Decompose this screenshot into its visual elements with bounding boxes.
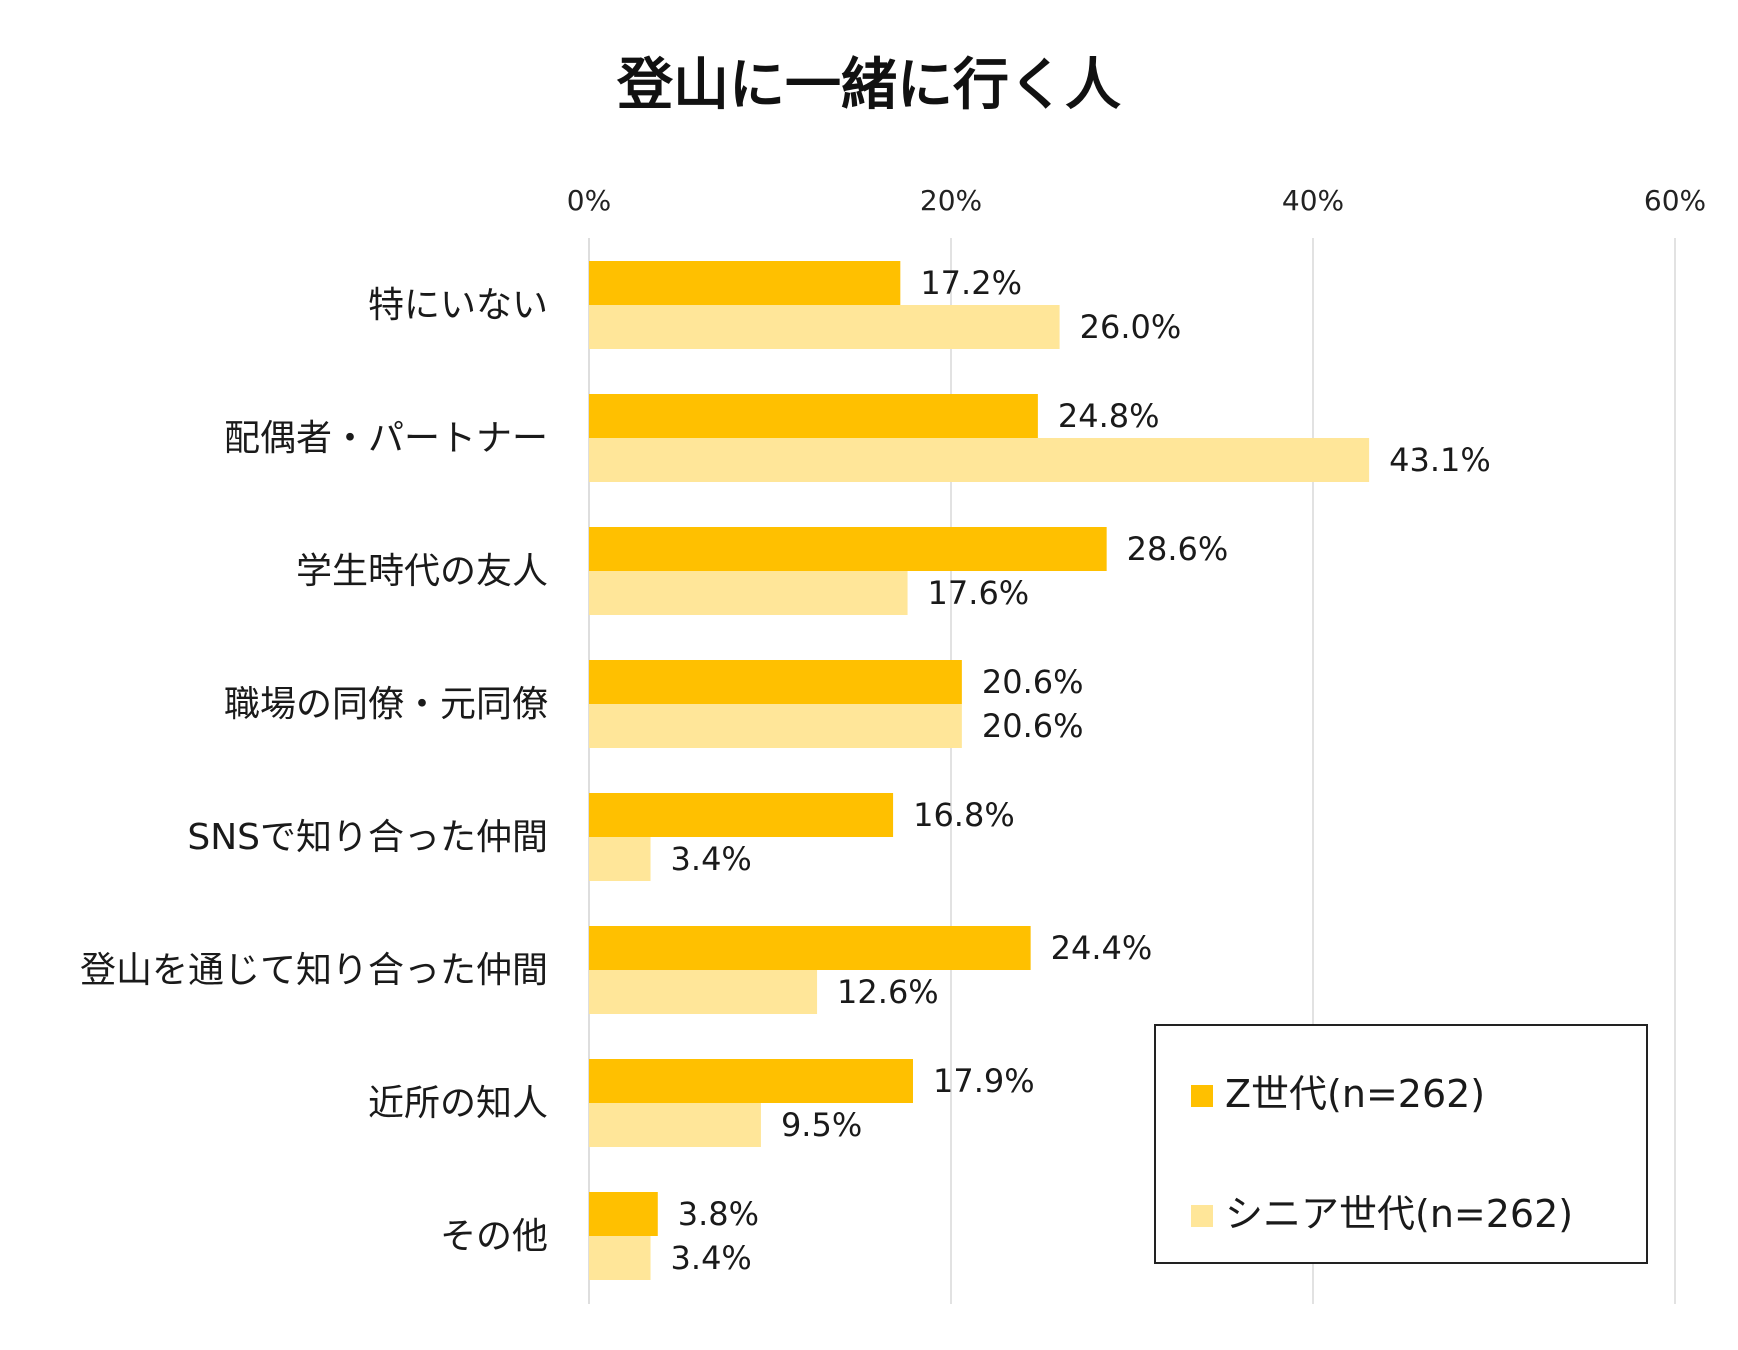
data-labels: 17.2% 26.0% 24.8% 43.1% 28.6% 17.6% 20.6% 20.6%…	[671, 264, 1491, 1277]
data-label-series2-cat2: 43.1%	[1389, 441, 1491, 479]
data-label-series1-cat5: 16.8%	[913, 796, 1015, 834]
bar-series2-cat3	[589, 571, 908, 615]
bar-series1-cat4	[589, 660, 962, 704]
category-label-3: 学生時代の友人	[296, 551, 548, 592]
data-label-series2-cat1: 26.0%	[1080, 308, 1182, 346]
bar-series1-cat6	[589, 926, 1031, 970]
data-label-series2-cat7: 9.5%	[781, 1106, 862, 1144]
data-label-series2-cat3: 17.6%	[928, 574, 1030, 612]
data-label-series2-cat8: 3.4%	[671, 1239, 752, 1277]
bar-series2-cat5	[589, 837, 651, 881]
chart-title: 登山に一緒に行く人	[616, 53, 1121, 118]
category-label-1: 特にいない	[368, 285, 548, 326]
category-label-5: SNSで知り合った仲間	[187, 817, 548, 858]
bar-series1-cat2	[589, 394, 1038, 438]
category-label-7: 近所の知人	[368, 1083, 548, 1124]
bar-series2-cat6	[589, 970, 818, 1014]
data-label-series2-cat6: 12.6%	[837, 973, 939, 1011]
bar-series2-cat8	[589, 1236, 651, 1280]
data-label-series1-cat3: 28.6%	[1127, 530, 1229, 568]
bar-series2-cat2	[589, 438, 1370, 482]
x-tick-label-2: 20%	[920, 184, 982, 217]
data-label-series1-cat7: 17.9%	[933, 1062, 1035, 1100]
bar-series1-cat1	[589, 261, 901, 305]
data-label-series2-cat4: 20.6%	[982, 707, 1084, 745]
legend: Z世代(n=262) シニア世代(n=262)	[1154, 1024, 1648, 1264]
bar-series2-cat1	[589, 305, 1060, 349]
bar-series1-cat3	[589, 527, 1107, 571]
data-label-series1-cat6: 24.4%	[1051, 929, 1153, 967]
data-label-series1-cat2: 24.8%	[1058, 397, 1160, 435]
category-label-8: その他	[440, 1216, 548, 1257]
legend-swatch-2	[1191, 1205, 1213, 1227]
data-label-series1-cat8: 3.8%	[678, 1195, 759, 1233]
legend-label-2: シニア世代(n=262)	[1225, 1192, 1573, 1236]
bar-series2-cat7	[589, 1103, 761, 1147]
category-label-2: 配偶者・パートナー	[224, 418, 548, 459]
bar-series1-cat8	[589, 1192, 658, 1236]
x-tick-label-3: 40%	[1282, 184, 1344, 217]
bar-series1-cat7	[589, 1059, 913, 1103]
legend-box	[1154, 1024, 1648, 1264]
x-tick-label-4: 60%	[1644, 184, 1706, 217]
legend-swatch-1	[1191, 1085, 1213, 1107]
category-label-4: 職場の同僚・元同僚	[224, 684, 548, 725]
category-label-6: 登山を通じて知り合った仲間	[80, 950, 548, 991]
data-label-series1-cat4: 20.6%	[982, 663, 1084, 701]
legend-label-1: Z世代(n=262)	[1225, 1072, 1485, 1116]
bar-series1-cat5	[589, 793, 894, 837]
bars	[589, 261, 1370, 1280]
x-tick-label-1: 0%	[567, 184, 611, 217]
data-label-series2-cat5: 3.4%	[671, 840, 752, 878]
data-label-series1-cat1: 17.2%	[920, 264, 1022, 302]
bar-series2-cat4	[589, 704, 962, 748]
x-axis-ticks: 0% 20% 40% 60%	[567, 184, 1706, 217]
